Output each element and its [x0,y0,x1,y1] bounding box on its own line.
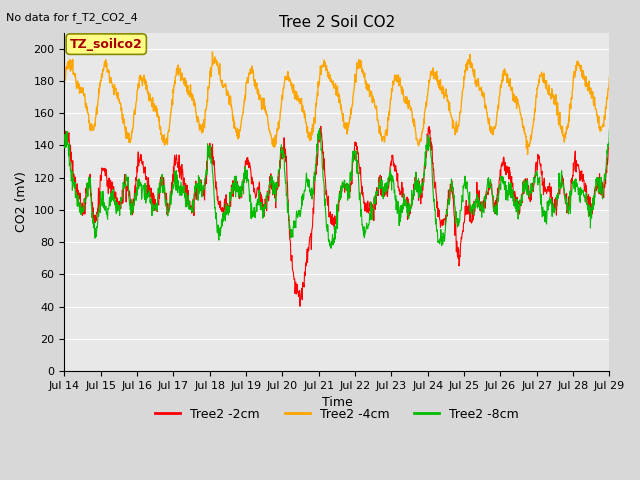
Y-axis label: CO2 (mV): CO2 (mV) [15,171,28,232]
Legend: Tree2 -2cm, Tree2 -4cm, Tree2 -8cm: Tree2 -2cm, Tree2 -4cm, Tree2 -8cm [150,403,524,426]
Title: Tree 2 Soil CO2: Tree 2 Soil CO2 [279,15,395,30]
Text: TZ_soilco2: TZ_soilco2 [70,37,143,50]
X-axis label: Time: Time [321,396,352,409]
Text: No data for f_T2_CO2_4: No data for f_T2_CO2_4 [6,12,138,23]
